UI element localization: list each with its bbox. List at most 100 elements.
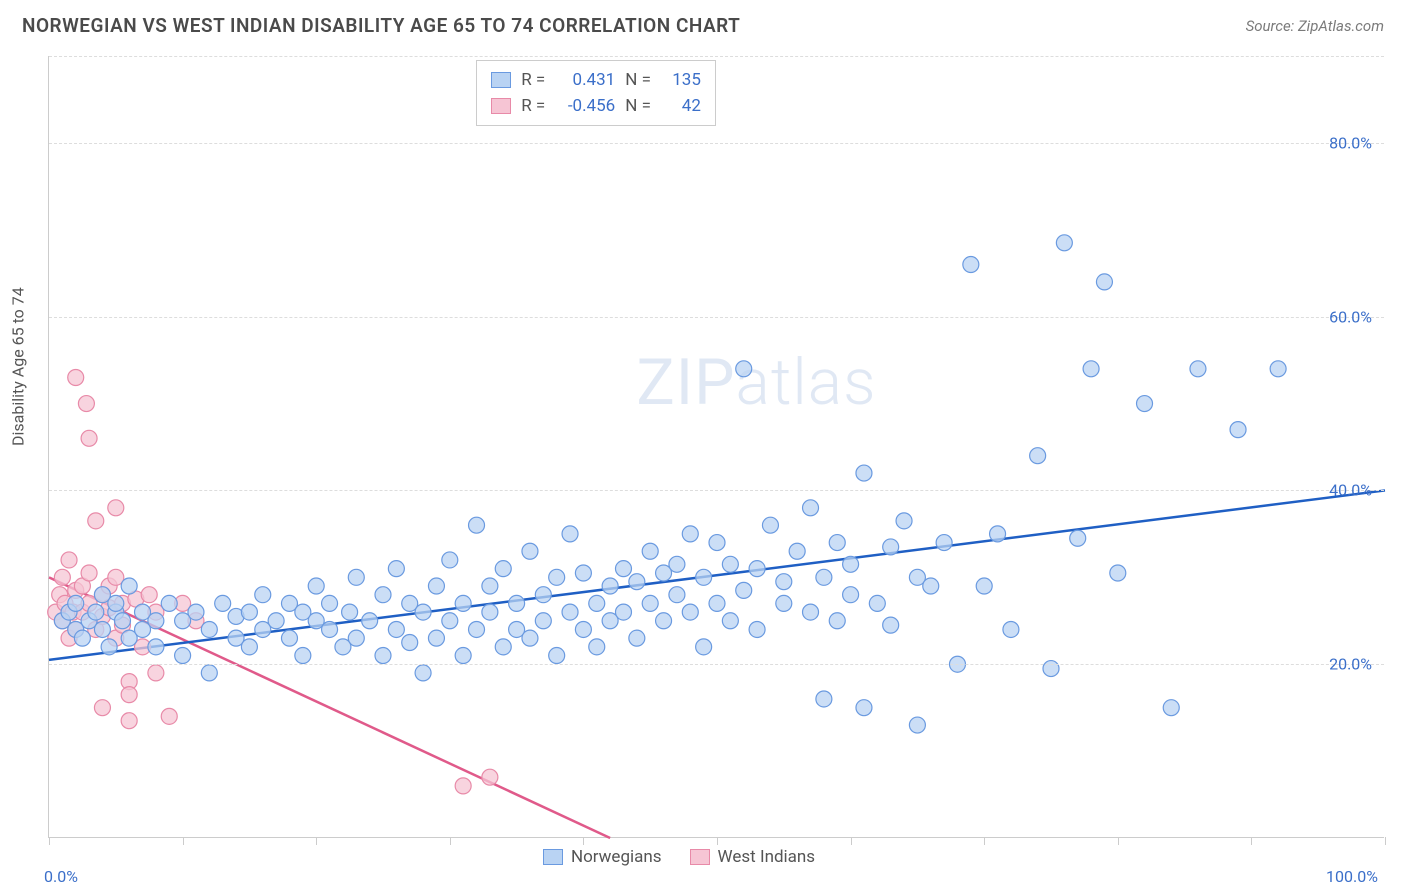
norwegians-point <box>656 613 672 629</box>
y-tick-label: 20.0% <box>1329 655 1372 674</box>
norwegians-point <box>148 639 164 655</box>
norwegians-point <box>1003 621 1019 637</box>
norwegians-point <box>976 578 992 594</box>
west_indians-point <box>81 430 97 446</box>
norwegians-point <box>776 595 792 611</box>
west_indians-point <box>108 500 124 516</box>
norwegians-point <box>295 648 311 664</box>
norwegians-point <box>175 648 191 664</box>
norwegians-point <box>428 630 444 646</box>
stat-n-value: 42 <box>661 96 701 116</box>
norwegians-point <box>669 587 685 603</box>
source-attribution: Source: ZipAtlas.com <box>1246 17 1384 35</box>
norwegians-point <box>415 665 431 681</box>
series-legend: Norwegians West Indians <box>543 847 815 867</box>
correlation-stats-box: R =0.431N =135R =-0.456N =42 <box>476 60 716 126</box>
norwegians-point <box>936 535 952 551</box>
norwegians-point <box>829 535 845 551</box>
norwegians-point <box>602 578 618 594</box>
norwegians-point <box>896 513 912 529</box>
x-tick <box>183 837 184 845</box>
west_indians-point <box>94 700 110 716</box>
norwegians-point <box>482 578 498 594</box>
norwegians-point <box>1030 448 1046 464</box>
norwegians-point <box>388 621 404 637</box>
x-tick <box>717 837 718 845</box>
norwegians-point <box>562 526 578 542</box>
x-tick <box>49 837 50 845</box>
y-axis-label: Disability Age 65 to 74 <box>9 287 28 446</box>
norwegians-point <box>161 595 177 611</box>
norwegians-point <box>469 517 485 533</box>
norwegians-point <box>322 621 338 637</box>
norwegians-point <box>629 630 645 646</box>
west_indians-point <box>54 569 70 585</box>
norwegians-point <box>201 621 217 637</box>
norwegians-point <box>108 595 124 611</box>
norwegians-point <box>1110 565 1126 581</box>
norwegians-point <box>148 613 164 629</box>
norwegians-point <box>1270 361 1286 377</box>
norwegians-point <box>495 639 511 655</box>
west_indians-point <box>88 513 104 529</box>
x-tick <box>1385 837 1386 845</box>
norwegians-point <box>615 561 631 577</box>
legend-item: Norwegians <box>543 847 662 867</box>
norwegians-point <box>749 621 765 637</box>
x-tick-label: 0.0% <box>44 867 78 886</box>
legend-label: West Indians <box>718 847 816 867</box>
norwegians-point <box>549 569 565 585</box>
norwegians-point <box>856 465 872 481</box>
norwegians-point <box>348 569 364 585</box>
gridline <box>49 143 1384 144</box>
norwegians-point <box>829 613 845 629</box>
west_indians-point <box>121 687 137 703</box>
norwegians-point <box>963 257 979 273</box>
norwegians-point <box>535 587 551 603</box>
norwegians-point <box>575 565 591 581</box>
gridline <box>49 56 1384 57</box>
x-tick <box>583 837 584 845</box>
norwegians-point <box>883 617 899 633</box>
norwegians-point <box>308 578 324 594</box>
west_indians-point <box>61 552 77 568</box>
norwegians-point <box>94 621 110 637</box>
norwegians-point <box>402 635 418 651</box>
norwegians-point <box>74 630 90 646</box>
norwegians-point <box>442 613 458 629</box>
stat-r-value: -0.456 <box>555 96 615 116</box>
norwegians-point <box>709 595 725 611</box>
legend-swatch <box>543 849 563 865</box>
x-tick <box>984 837 985 845</box>
norwegians-point <box>1070 530 1086 546</box>
west_indians-point <box>148 665 164 681</box>
norwegians-point <box>322 595 338 611</box>
x-tick <box>851 837 852 845</box>
norwegians-point <box>575 621 591 637</box>
west_indians-point <box>455 778 471 794</box>
chart-title: NORWEGIAN VS WEST INDIAN DISABILITY AGE … <box>22 14 740 37</box>
norwegians-point <box>736 582 752 598</box>
norwegians-point <box>469 621 485 637</box>
norwegians-point <box>348 630 364 646</box>
norwegians-point <box>816 569 832 585</box>
norwegians-point <box>696 639 712 655</box>
gridline <box>49 317 1384 318</box>
norwegians-point <box>442 552 458 568</box>
norwegians-point <box>589 595 605 611</box>
x-tick <box>1251 837 1252 845</box>
stats-row: R =-0.456N =42 <box>491 93 701 119</box>
norwegians-point <box>375 587 391 603</box>
norwegians-point <box>629 574 645 590</box>
stats-row: R =0.431N =135 <box>491 67 701 93</box>
norwegians-point <box>1043 661 1059 677</box>
norwegians-point <box>1056 235 1072 251</box>
stat-r-label: R = <box>521 70 545 90</box>
norwegians-point <box>362 613 378 629</box>
west_indians-point <box>121 713 137 729</box>
norwegians-point <box>869 595 885 611</box>
west_indians-point <box>482 769 498 785</box>
gridline <box>49 490 1384 491</box>
norwegians-point <box>495 561 511 577</box>
norwegians-point <box>696 569 712 585</box>
